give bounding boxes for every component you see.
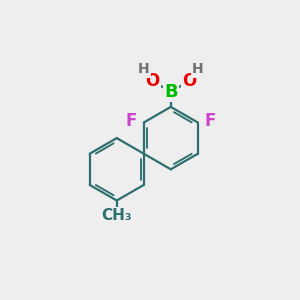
- Text: O: O: [145, 72, 160, 90]
- Text: B: B: [164, 83, 178, 101]
- Text: H: H: [138, 62, 150, 76]
- Text: F: F: [126, 112, 137, 130]
- Text: CH₃: CH₃: [101, 208, 132, 223]
- Text: H: H: [192, 62, 203, 76]
- Text: F: F: [205, 112, 216, 130]
- Text: O: O: [182, 72, 196, 90]
